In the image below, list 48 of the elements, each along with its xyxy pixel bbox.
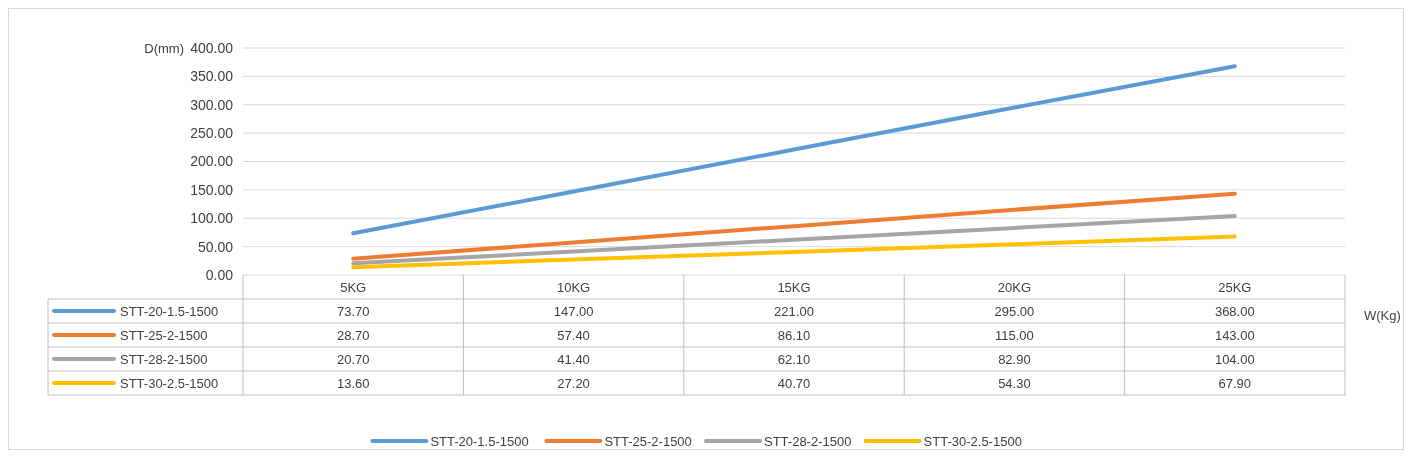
- data-label: 57.40: [557, 327, 590, 343]
- data-label: 86.10: [777, 327, 811, 343]
- data-label: 295.00: [994, 303, 1035, 319]
- text: STT-20-1.5-1500: [430, 433, 529, 449]
- x-axis-title: W(Kg): [1364, 308, 1401, 324]
- y-axis-title: D(mm): [144, 41, 184, 56]
- data-label: 28.70: [336, 327, 370, 343]
- text: STT-25-2-1500: [604, 433, 692, 449]
- y-tick-label: 300.00: [190, 96, 234, 113]
- data-label: 40.70: [777, 375, 811, 391]
- x-tick-label: 10KG: [556, 279, 591, 295]
- data-label: 368.00: [1214, 303, 1255, 319]
- y-tick-label: 350.00: [190, 68, 234, 85]
- line-series: [351, 213, 1237, 266]
- data-label: 221.00: [774, 303, 814, 319]
- y-tick-label: 200.00: [190, 153, 234, 170]
- legend-label: STT-28-2-1500: [764, 433, 852, 449]
- x-tick-label: 20KG: [997, 279, 1032, 295]
- data-label: 143.00: [1214, 327, 1255, 343]
- data-label: 147.00: [553, 303, 594, 319]
- data-label: 82.90: [998, 351, 1031, 367]
- x-tick-label: 25KG: [1218, 279, 1252, 295]
- legend-label: STT-30-2.5-1500: [923, 433, 1022, 449]
- data-label: 62.10: [777, 351, 811, 367]
- data-label: 27.20: [557, 375, 590, 391]
- text: STT-28-2-1500: [120, 351, 208, 367]
- y-tick-label: 100.00: [190, 210, 234, 227]
- x-tick-label: 5KG: [340, 279, 367, 295]
- data-label: 67.90: [1218, 375, 1252, 391]
- data-label: 54.30: [998, 375, 1031, 391]
- data-label: 104.00: [1214, 351, 1255, 367]
- data-label: 41.40: [557, 351, 590, 367]
- text: STT-30-2.5-1500: [120, 375, 219, 391]
- line-series: [351, 191, 1237, 261]
- legend-label: STT-20-1.5-1500: [120, 303, 219, 319]
- y-tick-label: 400.00: [190, 39, 234, 56]
- data-label: 115.00: [995, 327, 1034, 343]
- data-label: 73.70: [336, 303, 370, 319]
- x-tick-label: 15KG: [777, 279, 811, 295]
- y-tick-label: 250.00: [190, 125, 234, 142]
- legend-label: STT-25-2-1500: [120, 327, 208, 343]
- y-tick-label: 50.00: [197, 238, 234, 255]
- data-label: 20.70: [336, 351, 370, 367]
- y-tick-label: 150.00: [190, 181, 234, 198]
- y-tick-label: 0.00: [205, 266, 234, 283]
- line-series: [351, 234, 1237, 270]
- line-series: [351, 64, 1237, 236]
- data-label: 13.60: [336, 375, 370, 391]
